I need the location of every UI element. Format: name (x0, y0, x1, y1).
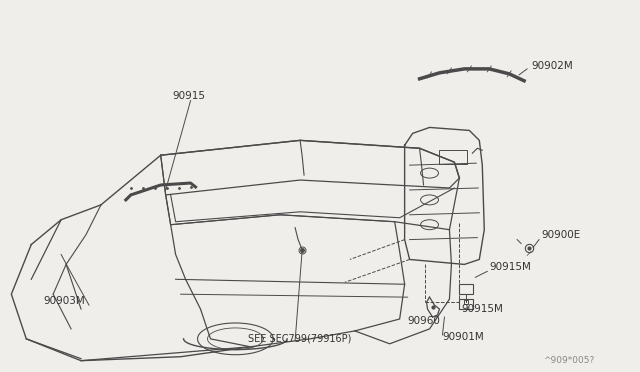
Text: 90960: 90960 (408, 316, 440, 326)
Bar (460, 284, 474, 294)
Text: 90915: 90915 (173, 91, 205, 101)
Text: SEE SEC799(79916P): SEE SEC799(79916P) (248, 334, 352, 344)
Text: 90902M: 90902M (531, 61, 573, 71)
Bar (440, 150, 467, 164)
Text: 90900E: 90900E (541, 230, 580, 240)
Text: 90915M: 90915M (461, 304, 503, 314)
Text: ^909*005?: ^909*005? (543, 356, 594, 365)
Text: 90901M: 90901M (442, 332, 484, 342)
Text: 90903M: 90903M (44, 296, 85, 306)
Text: 90915M: 90915M (489, 262, 531, 272)
Bar (460, 299, 474, 309)
